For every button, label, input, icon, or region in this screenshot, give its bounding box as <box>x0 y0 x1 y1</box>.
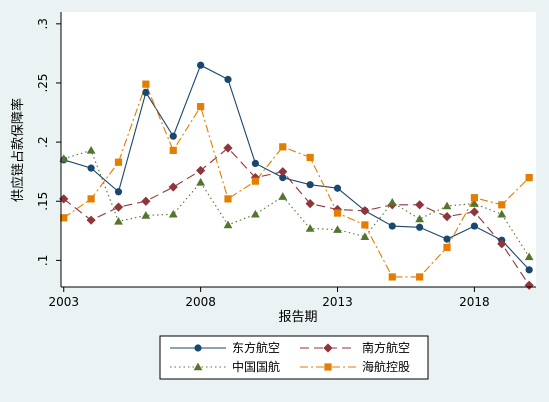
data-point-series-4 <box>169 146 177 154</box>
data-point-series-3 <box>59 154 69 162</box>
data-point-series-4 <box>470 194 479 202</box>
data-point-series-4 <box>224 195 232 203</box>
x-tick-label: 2013 <box>322 295 353 309</box>
data-point-series-2 <box>86 215 96 225</box>
data-point-series-2 <box>497 239 507 249</box>
data-point-series-1 <box>87 164 95 172</box>
data-point-series-4 <box>60 214 68 222</box>
data-point-series-1 <box>416 223 424 231</box>
x-tick-label: 2018 <box>459 295 490 309</box>
data-point-series-4 <box>498 201 506 209</box>
data-point-series-1 <box>443 235 451 243</box>
data-point-series-4 <box>416 273 424 281</box>
x-axis-ticks: 2003 2008 2013 2018 <box>48 287 490 309</box>
data-point-series-1 <box>470 222 479 230</box>
data-point-series-3 <box>415 214 425 223</box>
legend-label: 海航控股 <box>362 359 410 374</box>
data-point-series-4 <box>114 158 123 166</box>
legend-swatch-marker <box>194 344 202 352</box>
y-tick-label: .15 <box>36 192 50 211</box>
data-point-series-4 <box>87 195 95 203</box>
data-point-series-2 <box>415 200 425 210</box>
data-point-series-2 <box>223 143 233 153</box>
data-point-series-4 <box>279 143 287 151</box>
data-point-series-3 <box>524 252 534 261</box>
data-point-series-2 <box>168 182 178 192</box>
data-point-series-3 <box>497 209 507 218</box>
data-point-series-3 <box>141 211 151 219</box>
data-point-series-3 <box>470 199 479 207</box>
legend-swatch-marker <box>323 343 333 353</box>
data-point-series-3 <box>114 216 123 225</box>
data-point-series-2 <box>278 167 288 177</box>
data-point-series-3 <box>196 177 206 186</box>
data-point-series-2 <box>305 199 315 209</box>
data-point-series-4 <box>306 153 314 162</box>
series-line-2 <box>63 147 530 286</box>
data-point-series-4 <box>443 243 451 251</box>
data-point-series-1 <box>333 184 342 192</box>
series-line-4 <box>63 82 530 278</box>
legend-swatch-marker <box>324 363 332 371</box>
data-point-series-3 <box>278 192 288 200</box>
series-markers <box>59 61 534 290</box>
data-point-series-1 <box>197 61 205 69</box>
data-point-series-4 <box>361 221 369 229</box>
legend-box <box>159 335 429 380</box>
data-point-series-3 <box>223 220 233 229</box>
data-point-series-1 <box>279 173 287 182</box>
plot-area <box>61 12 536 287</box>
data-point-series-4 <box>142 80 150 88</box>
series-lines <box>63 64 530 286</box>
legend-swatch-marker <box>193 362 203 371</box>
data-point-series-3 <box>305 224 315 232</box>
data-point-series-3 <box>442 201 452 210</box>
y-axis-ticks: .1 .15 .2 .25 .3 <box>36 18 61 266</box>
data-point-series-4 <box>197 103 205 111</box>
data-point-series-1 <box>142 88 150 97</box>
y-tick-label: .1 <box>36 255 50 266</box>
data-point-series-1 <box>114 188 123 196</box>
data-point-series-1 <box>224 75 232 84</box>
data-point-series-2 <box>196 165 206 176</box>
series-line-3 <box>63 149 530 258</box>
data-point-series-1 <box>169 132 177 140</box>
series-line-1 <box>63 64 530 271</box>
data-point-series-3 <box>168 209 178 218</box>
x-tick-label: 2003 <box>48 295 79 309</box>
data-point-series-4 <box>388 273 396 281</box>
data-point-series-3 <box>360 232 370 241</box>
y-tick-label: .2 <box>36 136 50 147</box>
data-point-series-3 <box>86 145 96 154</box>
legend-label: 中国国航 <box>232 359 280 374</box>
data-point-series-3 <box>333 225 342 233</box>
data-point-series-1 <box>251 159 259 167</box>
data-point-series-2 <box>469 207 480 217</box>
data-point-series-4 <box>333 209 342 217</box>
y-tick-label: .25 <box>36 73 50 92</box>
data-point-series-3 <box>250 209 260 218</box>
y-tick-label: .3 <box>36 18 50 29</box>
data-point-series-1 <box>525 266 533 274</box>
x-tick-label: 2008 <box>185 295 216 309</box>
data-point-series-4 <box>251 177 259 185</box>
legend-label: 东方航空 <box>232 340 280 355</box>
data-point-series-2 <box>442 212 452 222</box>
data-point-series-2 <box>524 280 534 290</box>
y-axis-title: 供应链占款保障率 <box>10 98 26 202</box>
data-point-series-1 <box>306 181 314 189</box>
data-point-series-1 <box>388 222 396 230</box>
data-point-series-2 <box>141 196 151 206</box>
x-axis-title: 报告期 <box>278 310 317 325</box>
data-point-series-2 <box>113 202 124 212</box>
legend-label: 南方航空 <box>362 340 410 355</box>
data-point-series-3 <box>387 198 397 206</box>
data-point-series-4 <box>525 173 533 182</box>
data-point-series-2 <box>360 206 370 216</box>
